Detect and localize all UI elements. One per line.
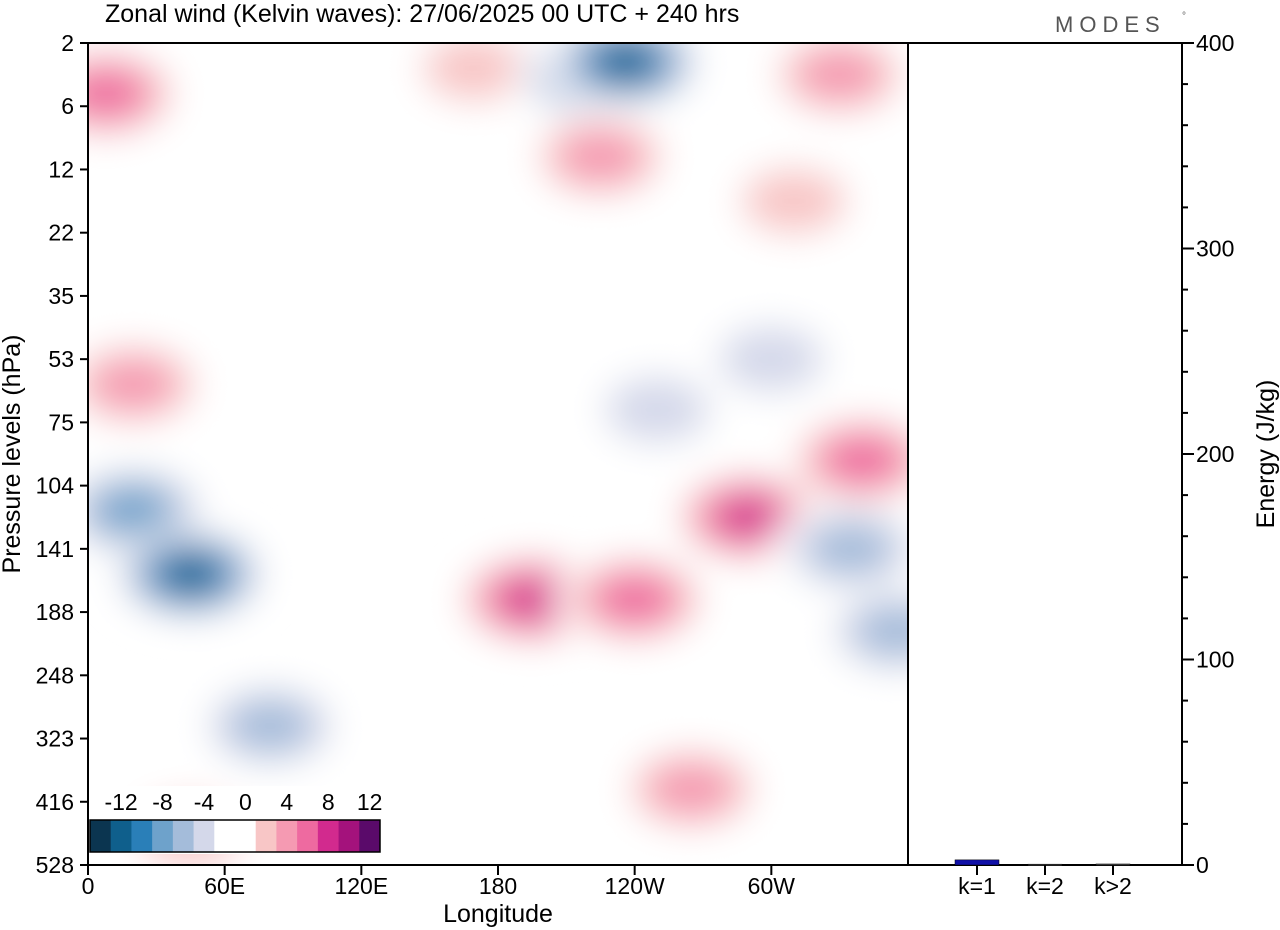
colorbar-swatch-5 xyxy=(193,820,215,852)
wind-anomaly-17 xyxy=(771,500,908,597)
chart-title: Zonal wind (Kelvin waves): 27/06/2025 00… xyxy=(105,0,739,28)
x-tick-label-4: 120W xyxy=(605,873,665,899)
colorbar-label-1: -8 xyxy=(152,789,172,815)
y-tick-label-1: 6 xyxy=(61,93,74,119)
y-tick-label-2: 12 xyxy=(48,156,74,182)
x-axis: 0 60E 120E 180 120W 60W xyxy=(82,865,796,899)
wind-anomaly-18 xyxy=(816,583,908,680)
heatmap-field xyxy=(88,43,908,865)
colorbar-label-6: 12 xyxy=(357,789,383,815)
colorbar-swatch-13 xyxy=(359,820,381,852)
brand-mark: ° xyxy=(1182,11,1186,22)
colorbar-label-4: 4 xyxy=(280,789,293,815)
x-tick-label-1: 60E xyxy=(204,873,245,899)
wind-anomaly-12 xyxy=(190,677,351,774)
wind-anomaly-0 xyxy=(88,45,187,142)
wind-anomaly-9 xyxy=(577,361,738,458)
colorbar-frame xyxy=(89,819,381,853)
y-tick-label-10: 248 xyxy=(36,662,74,688)
y-axis-title: Pressure levels (hPa) xyxy=(0,335,26,574)
x-tick-label-2: 120E xyxy=(334,873,388,899)
colorbar-swatch-7 xyxy=(235,820,257,852)
colorbar-swatch-1 xyxy=(110,820,132,852)
energy-axis: 0 100 200 300 400 xyxy=(1182,30,1234,878)
wind-anomaly-20 xyxy=(611,741,772,838)
energy-cat-label-0: k=1 xyxy=(958,873,996,899)
y-axis: 2 6 12 22 35 53 75 104 141 188 248 323 416 528 xyxy=(36,30,88,878)
wind-anomaly-10 xyxy=(88,462,214,559)
x-tick-label-3: 180 xyxy=(479,873,517,899)
y-tick-label-7: 104 xyxy=(36,473,75,499)
colorbar-swatch-2 xyxy=(131,820,153,852)
energy-cat-label-2: k>2 xyxy=(1094,873,1132,899)
energy-tick-label-2: 200 xyxy=(1196,441,1234,467)
y-tick-label-12: 416 xyxy=(36,789,74,815)
colorbar-swatch-4 xyxy=(172,820,195,852)
wind-anomaly-8 xyxy=(691,311,852,408)
energy-cat-label-1: k=2 xyxy=(1026,873,1064,899)
energy-tick-label-1: 100 xyxy=(1196,647,1234,673)
y-tick-label-9: 188 xyxy=(36,599,74,625)
colorbar-label-5: 8 xyxy=(322,789,335,815)
x-tick-label-0: 0 xyxy=(82,873,95,899)
colorbar-swatch-8 xyxy=(255,820,277,852)
colorbar-swatch-10 xyxy=(297,820,319,852)
wind-anomaly-4 xyxy=(759,43,908,123)
energy-tick-label-3: 300 xyxy=(1196,236,1234,262)
colorbar-swatch-12 xyxy=(338,820,360,852)
y-tick-label-13: 528 xyxy=(36,852,74,878)
energy-tick-label-4: 400 xyxy=(1196,30,1234,56)
wind-anomaly-11 xyxy=(110,526,271,623)
brand-logo: MODES ° xyxy=(1055,11,1186,37)
energy-bars: k=1 k=2 k>2 xyxy=(954,859,1132,899)
brand-text: MODES xyxy=(1055,12,1166,37)
wind-anomaly-1 xyxy=(395,43,556,117)
y-tick-label-4: 35 xyxy=(48,283,74,309)
y-tick-label-0: 2 xyxy=(61,30,74,56)
colorbar-label-3: 0 xyxy=(239,789,252,815)
colorbar-swatch-3 xyxy=(152,820,174,852)
y-tick-label-11: 323 xyxy=(36,726,74,752)
y-tick-label-8: 141 xyxy=(36,536,74,562)
energy-bar-0 xyxy=(954,859,1000,866)
colorbar-swatch-6 xyxy=(214,820,236,852)
energy-axis-title: Energy (J/kg) xyxy=(1252,380,1280,529)
colorbar-swatch-9 xyxy=(276,820,298,852)
wind-anomaly-3 xyxy=(545,43,706,110)
colorbar-label-0: -12 xyxy=(104,789,137,815)
colorbar-legend: -12 -8 -4 0 4 8 12 xyxy=(88,786,382,854)
wind-anomaly-14 xyxy=(554,551,715,648)
colorbar-label-2: -4 xyxy=(194,789,215,815)
wind-anomaly-7 xyxy=(88,336,214,433)
x-axis-title: Longitude xyxy=(443,900,553,928)
y-tick-label-3: 22 xyxy=(48,220,74,246)
x-tick-label-5: 60W xyxy=(748,873,796,899)
wind-anomaly-6 xyxy=(714,153,875,250)
wind-anomaly-5 xyxy=(520,108,681,205)
wind-anomaly-16 xyxy=(782,412,908,509)
colorbar-swatch-11 xyxy=(317,820,340,852)
y-tick-label-6: 75 xyxy=(48,409,74,435)
colorbar-swatch-0 xyxy=(90,820,112,852)
energy-frame xyxy=(907,42,1183,866)
y-tick-label-5: 53 xyxy=(48,346,74,372)
energy-tick-label-0: 0 xyxy=(1196,852,1209,878)
